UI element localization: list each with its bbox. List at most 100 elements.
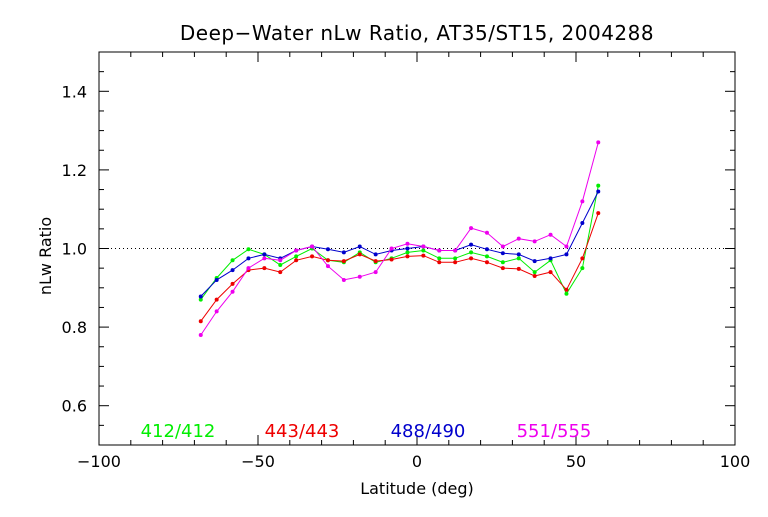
- y-tick-label: 0.6: [62, 397, 87, 416]
- x-tick-label: 0: [412, 452, 422, 471]
- data-point: [389, 246, 394, 251]
- data-point: [198, 332, 203, 337]
- data-point: [389, 257, 394, 262]
- data-point: [484, 260, 489, 265]
- data-point: [246, 266, 251, 271]
- chart-title: Deep−Water nLw Ratio, AT35/ST15, 2004288: [180, 21, 654, 45]
- data-point: [469, 250, 474, 255]
- data-point: [198, 319, 203, 324]
- data-point: [469, 226, 474, 231]
- y-tick-label: 1.4: [62, 82, 87, 101]
- series-line: [200, 212, 599, 322]
- data-point: [230, 281, 235, 286]
- data-point: [325, 258, 330, 263]
- data-point: [596, 183, 601, 188]
- data-point: [198, 294, 203, 299]
- legend: 412/412 443/443 488/490 551/555: [141, 421, 592, 442]
- data-point: [421, 253, 426, 258]
- data-point: [532, 259, 537, 264]
- data-point: [437, 248, 442, 253]
- x-tick-label: 50: [566, 452, 586, 471]
- data-point: [278, 270, 283, 275]
- data-point: [516, 236, 521, 241]
- data-point: [500, 260, 505, 265]
- data-point: [421, 248, 426, 253]
- data-point: [453, 260, 458, 265]
- data-point: [469, 256, 474, 261]
- data-point: [500, 251, 505, 256]
- data-point: [357, 274, 362, 279]
- data-point: [437, 260, 442, 265]
- data-point: [278, 258, 283, 263]
- data-point: [580, 220, 585, 225]
- data-point: [548, 232, 553, 237]
- data-point: [357, 244, 362, 249]
- data-point: [214, 309, 219, 314]
- y-tick-label: 0.8: [62, 318, 87, 337]
- data-point: [294, 254, 299, 259]
- series-line: [200, 185, 599, 300]
- legend-entry: 412/412: [141, 421, 216, 442]
- data-point: [580, 199, 585, 204]
- data-point: [262, 252, 267, 257]
- data-point: [230, 268, 235, 273]
- series-group: [198, 140, 601, 337]
- data-point: [516, 252, 521, 257]
- legend-entry: 551/555: [517, 421, 592, 442]
- data-point: [310, 244, 315, 249]
- data-point: [469, 242, 474, 247]
- data-point: [421, 244, 426, 249]
- data-point: [341, 277, 346, 282]
- data-point: [294, 248, 299, 253]
- axis-ticks: −100 −50 0 50 100 0.6 0.8 1.0 1.2 1.4: [62, 51, 751, 471]
- y-tick-label: 1.0: [62, 240, 87, 259]
- data-point: [405, 250, 410, 255]
- legend-entry: 443/443: [265, 421, 340, 442]
- data-point: [405, 241, 410, 246]
- x-axis-label: Latitude (deg): [360, 479, 474, 498]
- data-point: [532, 270, 537, 275]
- data-point: [214, 297, 219, 302]
- data-point: [453, 256, 458, 261]
- data-point: [357, 252, 362, 257]
- y-tick-label: 1.2: [62, 161, 87, 180]
- data-point: [310, 254, 315, 259]
- data-point: [341, 250, 346, 255]
- data-point: [325, 247, 330, 252]
- data-point: [230, 258, 235, 263]
- data-point: [484, 230, 489, 235]
- data-point: [198, 297, 203, 302]
- data-point: [596, 211, 601, 216]
- data-point: [532, 274, 537, 279]
- data-point: [516, 266, 521, 271]
- data-point: [437, 256, 442, 261]
- data-point: [564, 252, 569, 257]
- data-point: [294, 258, 299, 263]
- x-tick-label: 100: [720, 452, 751, 471]
- data-point: [580, 256, 585, 261]
- series-line: [200, 142, 599, 336]
- data-point: [484, 254, 489, 259]
- x-tick-label: −100: [77, 452, 121, 471]
- data-point: [484, 247, 489, 252]
- data-point: [500, 244, 505, 249]
- data-point: [580, 266, 585, 271]
- data-point: [373, 252, 378, 257]
- data-point: [564, 244, 569, 249]
- data-point: [564, 291, 569, 296]
- data-point: [596, 189, 601, 194]
- data-point: [532, 239, 537, 244]
- data-point: [596, 140, 601, 145]
- data-point: [262, 266, 267, 271]
- data-point: [246, 256, 251, 261]
- data-point: [341, 259, 346, 264]
- data-point: [453, 248, 458, 253]
- data-point: [373, 270, 378, 275]
- data-point: [516, 256, 521, 261]
- x-tick-label: −50: [241, 452, 275, 471]
- data-point: [564, 287, 569, 292]
- data-point: [246, 247, 251, 252]
- data-point: [548, 256, 553, 261]
- data-point: [278, 263, 283, 268]
